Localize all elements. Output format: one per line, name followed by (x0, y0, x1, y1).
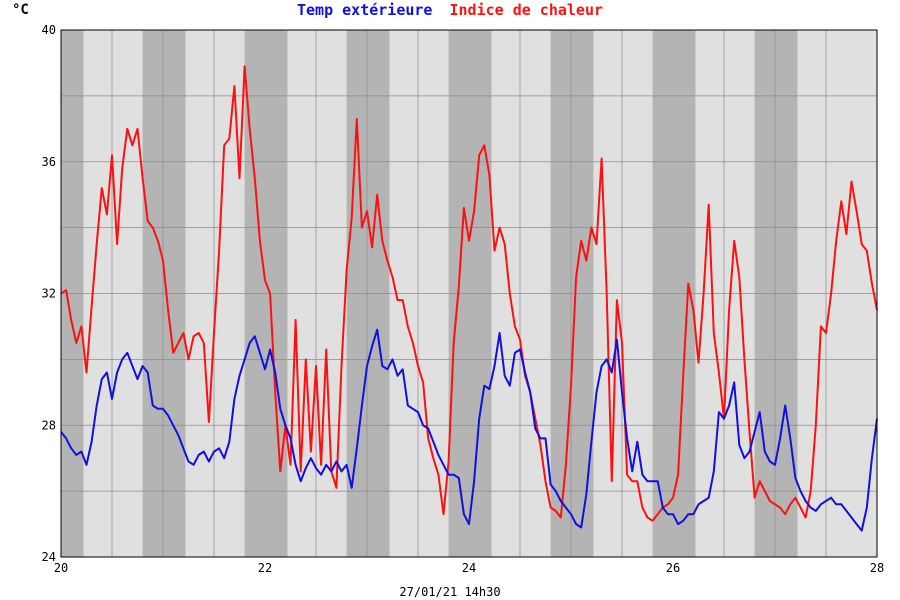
x-tick-label: 22 (258, 561, 272, 575)
y-tick-label: 28 (42, 418, 56, 432)
x-tick-label: 24 (462, 561, 476, 575)
title-part-heat-index: Indice de chaleur (449, 1, 603, 19)
y-tick-label: 40 (42, 23, 56, 37)
series-lines (60, 65, 878, 532)
x-tick-label: 28 (870, 561, 884, 575)
series-line-indice-de-chaleur (60, 65, 878, 522)
y-axis-unit: °C (12, 2, 29, 18)
footer-timestamp: 27/01/21 14h30 (399, 585, 500, 599)
axis-ticks: 24 28 32 36 40 20 22 24 26 28 (42, 23, 885, 575)
y-tick-label: 36 (42, 155, 56, 169)
x-tick-label: 26 (666, 561, 680, 575)
series-line-temp-exterieure (60, 328, 878, 532)
y-tick-label: 24 (42, 550, 56, 564)
y-tick-label: 32 (42, 287, 56, 301)
plot-frame (60, 29, 878, 558)
chart-title: Temp extérieure Indice de chaleur (297, 1, 603, 19)
title-part-temp: Temp extérieure (297, 1, 432, 19)
x-tick-label: 20 (54, 561, 68, 575)
